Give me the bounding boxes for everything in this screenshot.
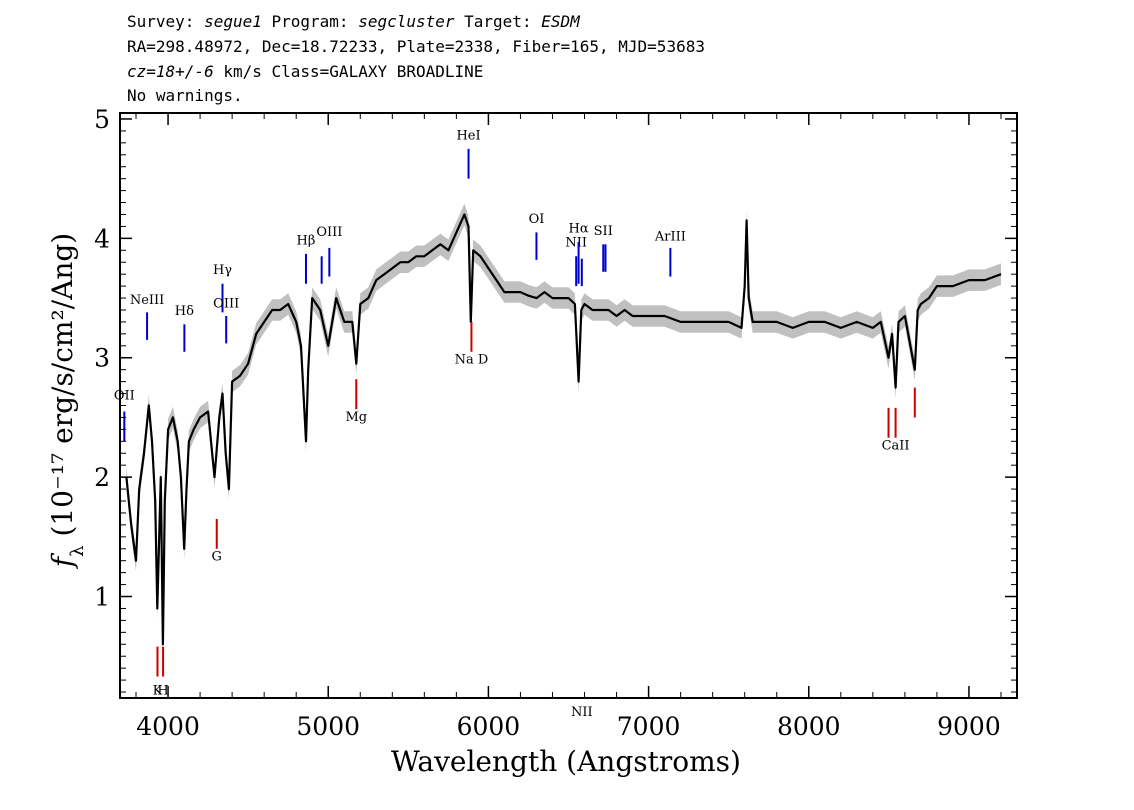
header-line-1: Survey: segue1 Program: segcluster Targe… — [127, 12, 581, 31]
emission-line-label: OII — [114, 389, 135, 404]
emission-line-label: OIII — [316, 225, 342, 240]
header-line-2: RA=298.48972, Dec=18.72233, Plate=2338, … — [127, 37, 705, 56]
emission-line-label: SII — [594, 224, 613, 239]
absorption-line-label: CaII — [882, 439, 910, 454]
emission-line-label: Hβ — [297, 233, 316, 248]
absorption-line-label: Na D — [455, 353, 489, 368]
emission-line-label: HeI — [456, 128, 480, 143]
error-band — [126, 203, 1001, 655]
absorption-line-label: G — [212, 550, 222, 565]
plot-frame — [119, 112, 1018, 699]
emission-line-label: ArIII — [654, 230, 686, 245]
emission-line-label: Hα — [569, 221, 589, 236]
x-tick-label: 7000 — [617, 712, 681, 741]
y-tick-label: 2 — [94, 463, 110, 492]
y-tick-label: 5 — [94, 105, 110, 134]
axis-ticks: 4000 5000 6000 7000 8000 9000 1 2 3 4 5 — [94, 105, 1017, 741]
spectrum-line — [125, 213, 1002, 646]
header-line-3: cz=18+/-6 km/s Class=GALAXY BROADLINE — [127, 62, 483, 81]
emission-line-label: NeIII — [130, 293, 164, 308]
x-tick-label: 8000 — [777, 712, 841, 741]
absorption-line-label: H — [157, 683, 168, 698]
y-tick-label: 1 — [94, 583, 110, 612]
header-line-4: No warnings. — [127, 86, 243, 105]
emission-line-label: OIII — [213, 297, 239, 312]
emission-line-label: NII — [565, 236, 587, 251]
emission-line-label: OI — [529, 212, 545, 227]
x-axis-title: Wavelength (Angstroms) — [391, 745, 741, 778]
emission-line-label: Hδ — [175, 304, 194, 319]
x-tick-label: 6000 — [457, 712, 521, 741]
y-axis-title: fλ (10⁻¹⁷ erg/s/cm²/Ang) — [46, 233, 88, 570]
error-band-area — [126, 203, 1001, 655]
y-tick-label: 3 — [94, 344, 110, 373]
y-tick-label: 4 — [94, 224, 110, 253]
emission-line-label: Hγ — [213, 263, 232, 278]
x-tick-label: 4000 — [136, 712, 200, 741]
absorption-line-label: Mg — [345, 410, 367, 425]
absorption-line-label: K — [153, 683, 163, 698]
x-tick-label: 9000 — [937, 712, 1001, 741]
emission-line-label: NII — [571, 705, 593, 720]
spectrum-series — [125, 213, 1002, 646]
x-tick-label: 5000 — [296, 712, 360, 741]
